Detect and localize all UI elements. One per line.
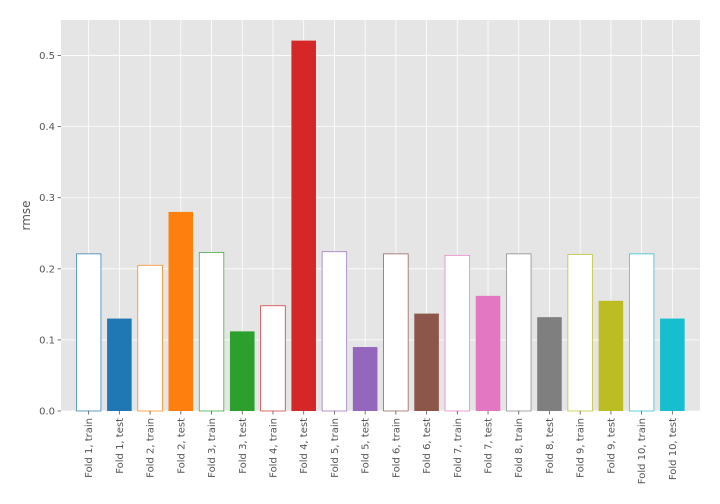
bar-fold-5-test	[352, 347, 378, 411]
x-tick-label: Fold 4, train	[268, 418, 279, 478]
bar-fold-3-test	[229, 331, 255, 411]
bar-fold-4-test	[291, 40, 316, 411]
bar-fold-10-test	[660, 318, 685, 411]
y-axis-label: rmse	[19, 200, 33, 230]
x-axis-ticks: Fold 1, train Fold 1, test Fold 2, train Fo…	[84, 411, 679, 484]
bar-fold-9-train	[567, 254, 593, 412]
bar-fold-1-train	[76, 253, 102, 412]
bar-fold-4-train	[260, 305, 286, 412]
x-tick-label: Fold 5, train	[330, 418, 341, 478]
x-tick-label: Fold 6, train	[391, 418, 402, 478]
y-tick-label: 0.1	[39, 335, 55, 346]
bar-fold-2-test	[168, 211, 194, 411]
x-tick-label: Fold 7, test	[484, 418, 495, 474]
x-tick-label: Fold 1, train	[84, 418, 95, 478]
bars	[76, 40, 685, 412]
y-tick-label: 0.3	[39, 193, 55, 204]
bar-fold-1-test	[107, 318, 132, 411]
x-tick-label: Fold 10, test	[668, 418, 679, 480]
x-tick-label: Fold 8, train	[514, 418, 525, 478]
bar-fold-8-train	[506, 253, 532, 412]
x-tick-label: Fold 3, test	[238, 418, 249, 474]
y-tick-label: 0.0	[39, 407, 55, 418]
y-tick-label: 0.4	[39, 122, 55, 133]
x-tick-label: Fold 2, train	[146, 418, 157, 478]
plot-background	[61, 20, 700, 411]
bar-fold-10-train	[628, 253, 655, 412]
x-tick-label: Fold 6, test	[422, 418, 433, 474]
bar-fold-2-train	[137, 264, 163, 412]
x-tick-label: Fold 9, test	[606, 418, 617, 474]
x-tick-label: Fold 1, test	[115, 418, 126, 474]
bar-fold-3-train	[198, 252, 225, 412]
bar-fold-7-train	[444, 254, 470, 412]
bar-fold-9-test	[598, 300, 624, 411]
bar-fold-7-test	[475, 295, 501, 411]
x-tick-label: Fold 10, train	[637, 418, 648, 484]
bar-fold-6-test	[414, 313, 439, 411]
y-tick-label: 0.2	[39, 264, 55, 275]
x-tick-label: Fold 2, test	[176, 418, 187, 474]
bar-fold-6-train	[383, 253, 409, 412]
x-tick-label: Fold 7, train	[453, 418, 464, 478]
x-tick-label: Fold 3, train	[207, 418, 218, 478]
y-tick-label: 0.5	[39, 51, 55, 62]
x-tick-label: Fold 9, train	[576, 418, 587, 478]
x-tick-label: Fold 8, test	[545, 418, 556, 474]
bar-fold-5-train	[321, 251, 348, 412]
x-tick-label: Fold 5, test	[361, 418, 372, 474]
y-axis-ticks: 0.0 0.1 0.2 0.3 0.4 0.5	[39, 51, 61, 418]
bar-fold-8-test	[537, 317, 562, 411]
x-tick-label: Fold 4, test	[299, 418, 310, 474]
